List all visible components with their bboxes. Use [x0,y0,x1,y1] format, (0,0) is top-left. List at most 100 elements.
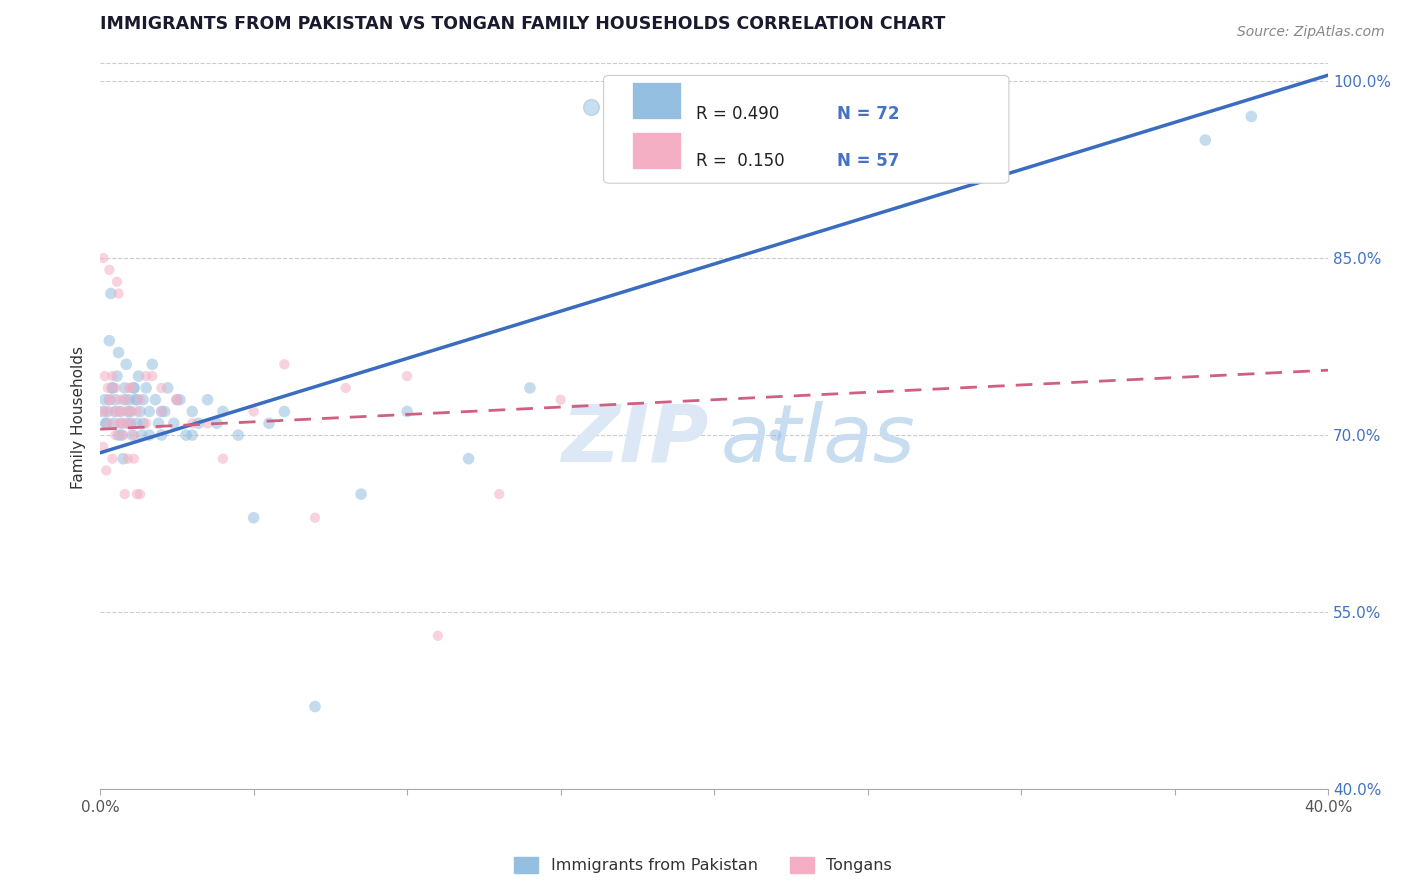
Point [98,334,121,348]
Point [150,381,173,395]
Point [426,629,449,643]
Point [91,440,114,454]
Point [457,451,479,466]
Point [132,417,155,431]
Point [550,392,572,407]
Point [156,381,179,395]
Point [226,428,249,442]
Point [122,381,145,395]
Point [118,392,141,407]
Point [150,404,173,418]
Point [97,404,120,418]
Point [212,404,235,418]
Point [115,392,138,407]
Point [163,417,186,431]
Point [121,428,143,442]
Point [91,251,114,265]
FancyBboxPatch shape [631,82,681,120]
Point [103,404,125,418]
Point [93,369,115,384]
Point [120,404,142,418]
Text: R =  0.150: R = 0.150 [696,153,785,170]
Point [131,428,153,442]
Text: atlas: atlas [720,401,915,479]
Point [91,404,114,418]
Point [141,369,163,384]
Point [117,417,139,431]
Text: IMMIGRANTS FROM PAKISTAN VS TONGAN FAMILY HOUSEHOLDS CORRELATION CHART: IMMIGRANTS FROM PAKISTAN VS TONGAN FAMIL… [100,15,945,33]
Point [105,369,128,384]
Point [120,381,142,395]
Point [111,428,134,442]
Point [96,463,118,477]
Point [112,428,135,442]
Point [125,417,148,431]
Point [118,381,141,395]
Point [111,417,134,431]
Text: N = 72: N = 72 [837,105,900,123]
Text: N = 57: N = 57 [837,153,900,170]
Point [181,417,204,431]
Point [129,392,152,407]
Point [129,404,152,418]
Point [107,417,129,431]
Point [98,392,121,407]
Point [103,417,125,431]
Point [122,428,145,442]
Point [135,417,157,431]
Point [104,404,127,418]
Point [107,404,129,418]
Point [98,417,121,431]
Point [112,451,135,466]
Point [107,428,129,442]
Point [90,404,112,418]
Point [104,392,127,407]
Point [135,381,157,395]
Point [114,487,136,501]
Point [117,451,139,466]
Point [166,392,188,407]
Point [122,381,145,395]
Point [107,286,129,301]
Point [181,428,204,442]
Point [120,417,142,431]
Point [98,392,121,407]
Point [166,392,188,407]
Point [122,451,145,466]
Point [138,404,160,418]
Point [115,357,138,371]
Point [166,392,188,407]
Point [101,381,124,395]
Point [100,392,122,407]
Point [135,369,157,384]
Point [114,381,136,395]
Point [100,286,122,301]
Point [128,369,150,384]
Point [120,404,142,418]
Point [212,451,235,466]
Point [125,487,148,501]
Point [111,417,134,431]
Text: R = 0.490: R = 0.490 [696,105,779,123]
Point [304,510,326,524]
Point [125,404,148,418]
Point [150,428,173,442]
Point [257,417,280,431]
Point [93,392,115,407]
Point [396,404,419,418]
Y-axis label: Family Households: Family Households [72,346,86,489]
Point [125,392,148,407]
Point [132,392,155,407]
Point [98,263,121,277]
Point [108,392,131,407]
Point [1240,110,1263,124]
Point [114,392,136,407]
Point [94,417,117,431]
Point [96,404,118,418]
Point [174,428,197,442]
Point [101,451,124,466]
Point [197,392,219,407]
Point [150,404,173,418]
FancyBboxPatch shape [631,132,681,169]
Point [519,381,541,395]
